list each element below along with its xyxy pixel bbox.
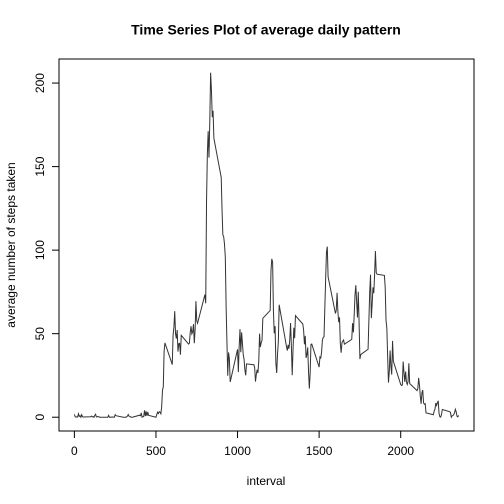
y-tick-label: 200 xyxy=(33,73,47,93)
x-tick-label: 0 xyxy=(71,444,78,458)
x-tick-label: 1000 xyxy=(224,444,251,458)
x-tick-label: 500 xyxy=(146,444,166,458)
y-tick-label: 0 xyxy=(33,414,47,421)
series-line xyxy=(73,72,460,419)
y-tick-label: 100 xyxy=(33,240,47,260)
y-tick-label: 50 xyxy=(33,327,47,341)
x-tick-label: 1500 xyxy=(306,444,333,458)
x-tick-label: 2000 xyxy=(387,444,414,458)
plot-box xyxy=(58,58,475,432)
x-axis-label: interval xyxy=(247,474,286,488)
y-tick-label: 150 xyxy=(33,156,47,176)
y-axis-label: average number of steps taken xyxy=(4,162,18,327)
chart-title: Time Series Plot of average daily patter… xyxy=(131,22,401,38)
